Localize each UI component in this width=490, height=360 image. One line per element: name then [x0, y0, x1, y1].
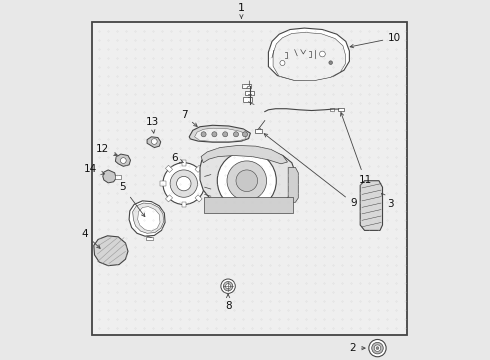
Bar — [204, 197, 293, 213]
Text: 14: 14 — [84, 164, 104, 174]
Circle shape — [280, 60, 285, 66]
Circle shape — [236, 170, 258, 192]
Bar — [330, 108, 334, 111]
Polygon shape — [201, 145, 288, 164]
Bar — [160, 181, 166, 186]
Polygon shape — [133, 203, 164, 233]
Bar — [166, 195, 172, 202]
Text: 7: 7 — [181, 110, 197, 126]
Circle shape — [151, 139, 157, 144]
Text: 13: 13 — [146, 117, 159, 133]
Polygon shape — [94, 236, 128, 266]
Text: 3: 3 — [382, 193, 394, 210]
Circle shape — [227, 161, 267, 201]
Bar — [182, 160, 186, 166]
Bar — [166, 165, 172, 172]
Polygon shape — [116, 154, 130, 166]
Polygon shape — [195, 128, 246, 141]
Text: 6: 6 — [172, 153, 183, 163]
Bar — [242, 84, 251, 88]
Circle shape — [243, 132, 247, 137]
Circle shape — [217, 151, 276, 210]
Text: 1: 1 — [238, 3, 245, 13]
Polygon shape — [103, 170, 116, 183]
Text: 12: 12 — [96, 144, 117, 156]
Circle shape — [121, 158, 126, 163]
Bar — [92, 22, 407, 335]
Bar — [202, 181, 208, 186]
Circle shape — [319, 51, 325, 57]
Circle shape — [221, 279, 235, 293]
Circle shape — [222, 132, 228, 137]
Text: 9: 9 — [264, 134, 357, 208]
Circle shape — [201, 132, 206, 137]
Circle shape — [223, 282, 233, 291]
Polygon shape — [269, 28, 349, 80]
Circle shape — [225, 284, 231, 289]
Text: 11: 11 — [341, 113, 371, 185]
Circle shape — [369, 339, 386, 357]
Polygon shape — [273, 32, 345, 81]
Polygon shape — [129, 201, 165, 236]
Circle shape — [163, 163, 205, 204]
Text: 5: 5 — [120, 182, 145, 217]
Bar — [255, 129, 262, 133]
Bar — [245, 91, 254, 95]
Circle shape — [176, 176, 191, 191]
Bar — [243, 97, 252, 102]
Bar — [182, 202, 186, 207]
Polygon shape — [147, 137, 161, 148]
Polygon shape — [288, 167, 298, 202]
Text: 2: 2 — [349, 343, 365, 353]
Bar — [146, 237, 153, 240]
Bar — [195, 195, 202, 202]
Circle shape — [376, 347, 379, 350]
Circle shape — [372, 342, 383, 354]
Bar — [195, 165, 202, 172]
Circle shape — [329, 61, 333, 64]
Polygon shape — [360, 181, 383, 230]
Bar — [115, 175, 121, 179]
Text: 4: 4 — [82, 229, 100, 248]
Bar — [338, 108, 344, 111]
Polygon shape — [138, 207, 160, 231]
Circle shape — [170, 170, 197, 197]
Text: 10: 10 — [350, 33, 401, 48]
Circle shape — [374, 345, 381, 351]
Circle shape — [212, 132, 217, 137]
Circle shape — [233, 132, 239, 137]
Polygon shape — [189, 125, 250, 142]
Polygon shape — [200, 148, 295, 212]
Text: 8: 8 — [225, 294, 231, 311]
